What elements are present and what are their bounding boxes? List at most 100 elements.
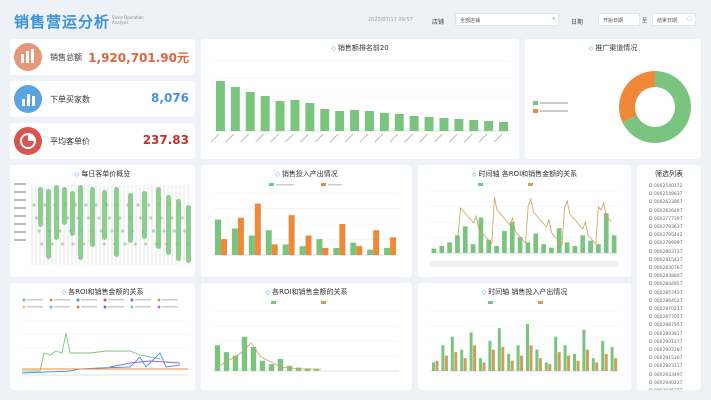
series-line xyxy=(457,196,612,246)
legend-label xyxy=(108,306,124,308)
store-select[interactable]: 全部店铺 ▾ xyxy=(455,13,559,26)
bar xyxy=(454,119,464,131)
series-line xyxy=(22,332,161,372)
bar xyxy=(611,235,617,253)
y-tick-label xyxy=(14,183,26,185)
list-item[interactable]: D 0002830767 xyxy=(649,266,683,271)
legend-label xyxy=(162,306,178,308)
point xyxy=(157,203,161,207)
bar xyxy=(573,353,576,371)
legend-swatch xyxy=(321,183,326,186)
list-item[interactable]: D 0002923117 xyxy=(649,364,683,370)
point xyxy=(123,242,127,246)
point xyxy=(175,242,179,246)
bar xyxy=(250,347,257,371)
tick-label xyxy=(270,133,279,143)
list-item[interactable]: D 0002915307 xyxy=(649,356,683,362)
legend-label xyxy=(135,306,151,308)
filter-date-label: 日期 xyxy=(571,19,584,26)
bar xyxy=(585,349,589,371)
bar xyxy=(333,247,340,255)
bar xyxy=(350,110,360,131)
legend-swatch xyxy=(528,183,533,186)
point xyxy=(183,229,187,233)
bar xyxy=(557,352,561,371)
point xyxy=(53,203,57,207)
list-item[interactable]: D 0002795442 xyxy=(649,233,683,239)
point xyxy=(50,242,54,246)
roi-lines-panel: ◇ 各ROI和销售金额的关系 xyxy=(10,283,195,390)
list-item[interactable]: D 0002864527 xyxy=(649,298,683,304)
list-item[interactable]: D 0002549637 xyxy=(649,192,683,198)
start-date-input[interactable]: 开始日期 xyxy=(598,13,640,26)
bar xyxy=(316,239,323,255)
panel-title: 筛选列表 xyxy=(655,170,683,178)
panel-title: ◇ 时间轴 各ROI和销售金额的关系 xyxy=(471,170,578,178)
tick-label xyxy=(210,133,220,143)
point xyxy=(118,216,122,220)
filter-list-panel: 筛选列表 D 0002540172 D 0002549637 D 000262386… xyxy=(637,165,701,390)
list-item[interactable]: D 0002946377 xyxy=(649,389,683,390)
bar xyxy=(379,113,389,131)
point xyxy=(126,203,130,207)
roi-lines-chart xyxy=(21,298,188,376)
bar xyxy=(241,336,248,371)
bar xyxy=(533,233,539,253)
point xyxy=(115,203,119,207)
list-item[interactable]: D 0002540172 xyxy=(649,184,683,189)
bar xyxy=(221,239,227,255)
legend-swatch xyxy=(157,305,161,309)
range-bar xyxy=(70,191,75,236)
bar xyxy=(595,362,599,371)
list-item[interactable]: D 0002838807 xyxy=(649,274,683,280)
bar xyxy=(541,244,546,253)
point xyxy=(180,216,184,220)
list-item[interactable]: D 0002793637 xyxy=(649,225,683,230)
list-item[interactable]: D 0002907287 xyxy=(649,348,683,353)
bar xyxy=(604,353,608,371)
panel-title: ◇ 时间轴 销售投入产出情况 xyxy=(481,288,568,296)
bar xyxy=(304,368,311,371)
bar xyxy=(479,358,482,371)
list-item[interactable]: D 0002803717 xyxy=(649,249,683,255)
point xyxy=(128,216,132,220)
bar xyxy=(214,345,221,371)
bar xyxy=(265,230,272,255)
bar xyxy=(305,235,312,255)
list-item[interactable]: D 0002940227 xyxy=(649,380,683,386)
list-item[interactable]: D 0002857437 xyxy=(649,290,683,296)
list-item[interactable]: D 0002893917 xyxy=(649,331,683,337)
kpi-avg-price: 平均客单价 237.83 xyxy=(10,123,195,159)
series-line xyxy=(220,342,321,370)
bar xyxy=(554,336,558,371)
list-item[interactable]: D 0002901177 xyxy=(649,339,683,345)
tick-label xyxy=(359,133,369,143)
list-item[interactable]: D 0002815437 xyxy=(649,257,683,263)
legend-label xyxy=(27,306,43,308)
bar xyxy=(215,219,221,255)
daily-chart xyxy=(14,183,191,265)
list-item[interactable]: D 0002777397 xyxy=(649,216,683,222)
end-date-input[interactable]: 结束日期 ▢ xyxy=(652,13,696,26)
kpi-label: 平均客单价 xyxy=(50,137,90,146)
bar xyxy=(245,92,255,131)
list-item[interactable]: D 0002870217 xyxy=(649,307,683,312)
legend-label xyxy=(328,184,342,186)
bar xyxy=(444,355,448,371)
list-item[interactable]: D 0002844957 xyxy=(649,282,683,288)
list-item[interactable]: D 0002887957 xyxy=(649,323,683,329)
list-item[interactable]: D 0002799997 xyxy=(649,241,683,247)
bar xyxy=(588,240,593,253)
legend-swatch xyxy=(130,305,134,309)
list-item[interactable]: D 0002623867 xyxy=(649,200,683,206)
list-item[interactable]: D 0002877057 xyxy=(649,315,683,321)
bar xyxy=(582,329,586,371)
point xyxy=(68,229,72,233)
panel-title: ◇ 各ROI和销售金额的关系 xyxy=(265,288,348,296)
bar xyxy=(526,323,529,371)
timeline-invest-panel: ◇ 时间轴 销售投入产出情况 xyxy=(418,283,631,390)
list-item[interactable]: D 0002933497 xyxy=(649,372,683,378)
bar xyxy=(435,360,439,371)
bar xyxy=(544,362,548,371)
list-item[interactable]: D 0002626497 xyxy=(649,208,683,214)
